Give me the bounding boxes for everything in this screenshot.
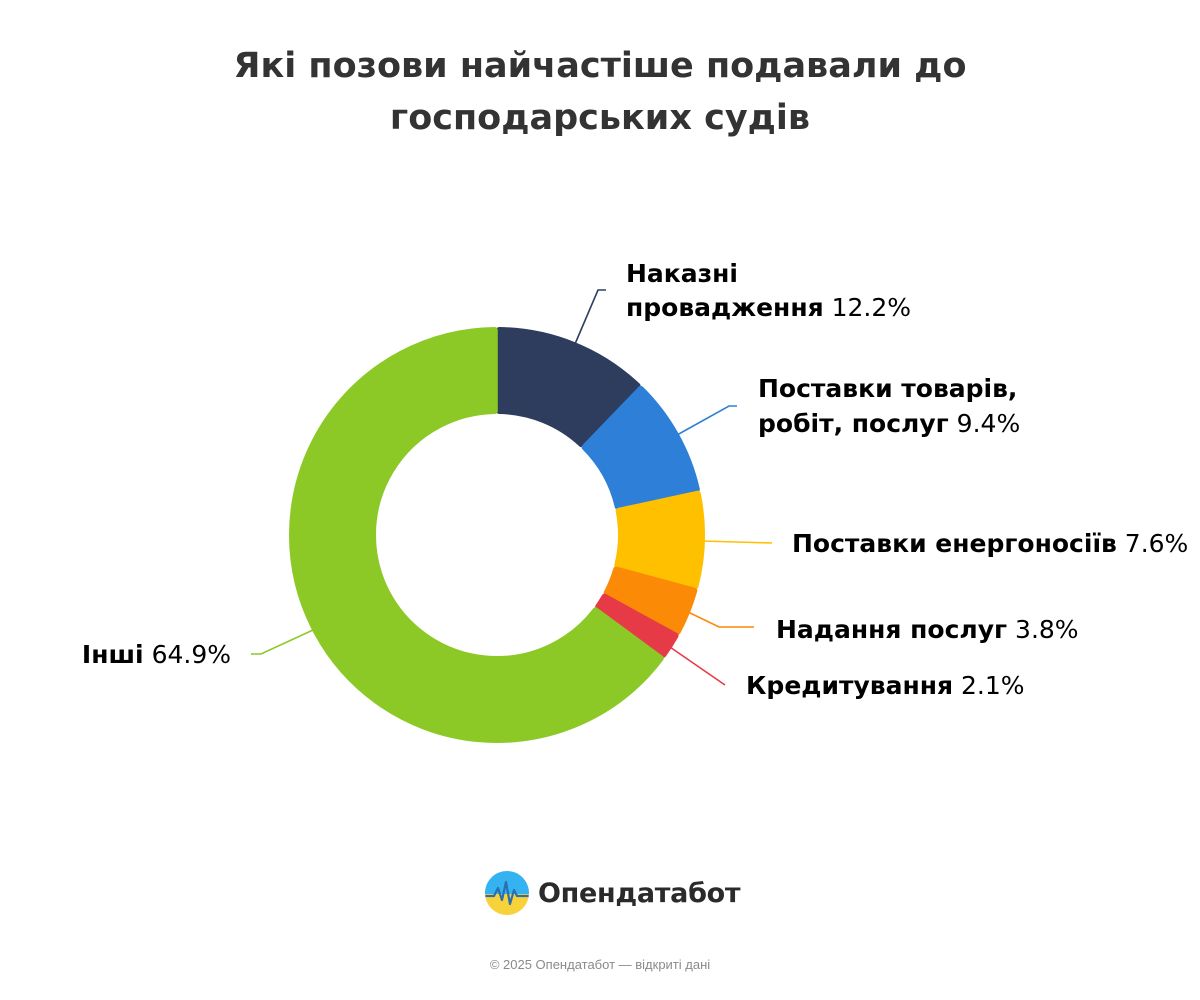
label-name: Наказні xyxy=(626,259,738,288)
data-label-кредитування: Кредитування 2.1% xyxy=(746,671,1025,700)
data-label-поставки-енергоносіїв: Поставки енергоносіїв 7.6% xyxy=(792,529,1188,558)
slice-надання-послуг xyxy=(603,566,698,635)
data-label-наказні-провадження: Наказні провадження 12.2% xyxy=(626,259,911,322)
label-value: 9.4% xyxy=(949,409,1020,438)
connector-інші xyxy=(251,629,314,655)
data-label-інші: Інші 64.9% xyxy=(82,640,231,669)
label-name: Поставки енергоносіїв xyxy=(792,529,1117,558)
connector-надання-послуг xyxy=(685,610,754,628)
label-value: 2.1% xyxy=(953,671,1024,700)
opendatabot-logo-icon xyxy=(485,871,529,915)
brand-logo: Опендатабот xyxy=(484,870,741,916)
connector-поставки-енергоносіїв xyxy=(701,540,773,544)
data-label-надання-послуг: Надання послуг 3.8% xyxy=(776,615,1079,644)
slice-кредитування xyxy=(595,593,679,658)
slice-інші xyxy=(289,327,664,743)
chart-title: Які позови найчастіше подавали до господ… xyxy=(0,40,1200,144)
chart-title-line-1: Які позови найчастіше подавали до xyxy=(233,46,967,86)
connector-кредитування xyxy=(666,644,726,686)
label-value: 64.9% xyxy=(144,640,231,669)
label-name: робіт, послуг xyxy=(758,409,949,438)
slice-поставки-товарів-робіт-послуг xyxy=(581,385,700,510)
connector-поставки-товарів-робіт-послуг xyxy=(676,405,737,436)
data-label-поставки-товарів-робіт-послуг: Поставки товарів, робіт, послуг 9.4% xyxy=(758,374,1020,438)
copyright-footer: © 2025 Опендатабот — відкриті дані xyxy=(489,957,711,972)
donut-slices xyxy=(289,327,705,743)
label-connectors xyxy=(251,289,773,686)
brand-name: Опендатабот xyxy=(538,877,741,909)
label-value: 7.6% xyxy=(1117,529,1188,558)
label-name: провадження xyxy=(626,293,824,322)
label-name: Кредитування xyxy=(746,671,953,700)
label-name: Надання послуг xyxy=(776,615,1007,644)
label-name: Поставки товарів, xyxy=(758,374,1017,403)
data-labels: Наказні провадження 12.2% Поставки товарів… xyxy=(82,259,1188,700)
connector-наказні-провадження xyxy=(574,289,606,345)
chart-title-line-2: господарських судів xyxy=(389,98,811,138)
slice-поставки-енергоносіїв xyxy=(614,490,705,590)
label-value: 3.8% xyxy=(1007,615,1078,644)
label-name: Інші xyxy=(82,640,144,669)
label-value: 12.2% xyxy=(824,293,911,322)
slice-наказні-провадження xyxy=(496,327,641,448)
